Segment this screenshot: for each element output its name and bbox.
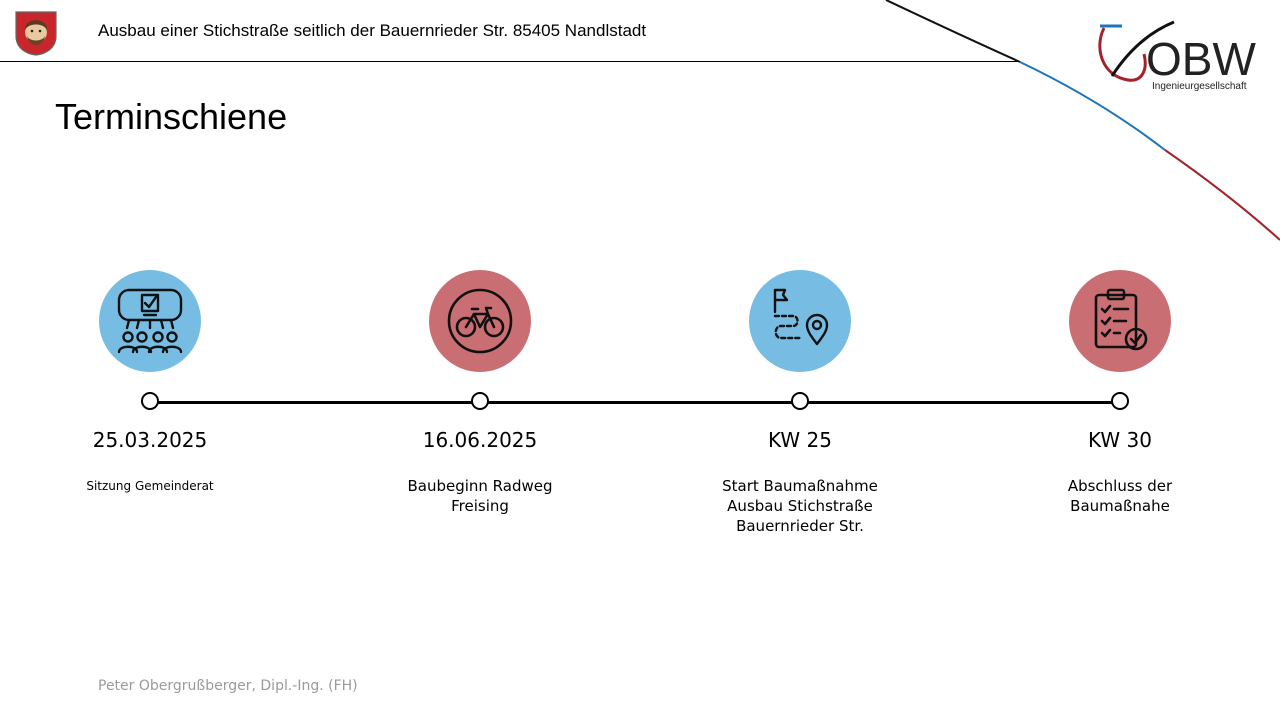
page-title: Terminschiene xyxy=(55,96,288,137)
council-meeting-icon xyxy=(117,288,183,354)
milestone-date: 16.06.2025 xyxy=(422,428,538,452)
header-divider xyxy=(0,61,1020,62)
milestone-icon-circle xyxy=(1069,270,1171,372)
milestone-description: Abschluss der Baumaßnahe xyxy=(1067,477,1173,515)
timeline-marker xyxy=(1111,392,1129,410)
bicycle-icon xyxy=(447,288,513,354)
svg-text:OBW: OBW xyxy=(1146,33,1256,85)
milestone-icon-circle xyxy=(749,270,851,372)
milestone-date: 25.03.2025 xyxy=(92,428,208,452)
timeline-marker xyxy=(141,392,159,410)
checklist-icon xyxy=(1094,288,1148,351)
milestone-icon-circle xyxy=(99,270,201,372)
route-flag-pin-icon xyxy=(773,288,829,346)
company-logo: OBW xyxy=(1092,18,1262,96)
milestone-date: KW 30 xyxy=(1088,428,1152,452)
milestone-date: KW 25 xyxy=(768,428,832,452)
milestone-description: Sitzung Gemeinderat xyxy=(86,479,214,493)
timeline-line xyxy=(150,401,1120,404)
logo-subtitle: Ingenieurgesellschaft xyxy=(1152,81,1247,92)
milestone-description: Start Baumaßnahme Ausbau Stichstraße Bau… xyxy=(722,477,878,535)
footer-author: Peter Obergrußberger, Dipl.-Ing. (FH) xyxy=(98,678,358,694)
timeline-marker xyxy=(791,392,809,410)
header-title: Ausbau einer Stichstraße seitlich der Ba… xyxy=(98,21,647,40)
milestone-icon-circle xyxy=(429,270,531,372)
milestone-description: Baubeginn Radweg Freising xyxy=(407,477,553,515)
timeline-marker xyxy=(471,392,489,410)
corner-decoration-arc xyxy=(885,0,1280,241)
municipal-coat-of-arms-icon xyxy=(14,10,58,56)
